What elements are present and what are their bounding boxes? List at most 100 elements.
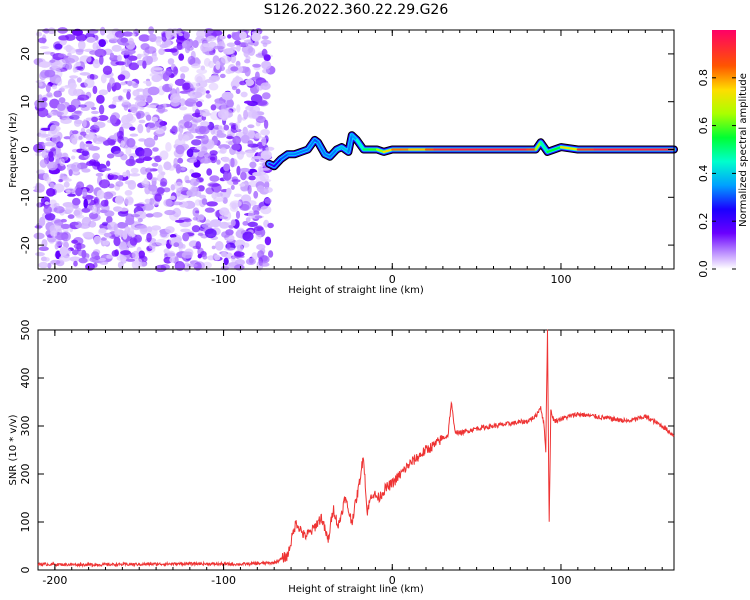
noise-speckle <box>124 196 134 206</box>
noise-speckle <box>178 53 185 61</box>
noise-speckle <box>99 260 109 265</box>
noise-speckle <box>92 85 98 95</box>
noise-speckle <box>142 203 154 211</box>
noise-speckle <box>240 200 252 211</box>
noise-speckle <box>118 95 123 101</box>
noise-speckle <box>103 232 112 237</box>
noise-speckle <box>73 243 86 250</box>
noise-speckle <box>180 167 186 171</box>
noise-speckle <box>65 203 74 214</box>
noise-speckle <box>37 107 49 118</box>
noise-speckle <box>134 210 147 220</box>
noise-speckle <box>120 250 131 256</box>
noise-speckle <box>172 207 182 218</box>
noise-speckle <box>108 174 119 180</box>
noise-speckle <box>114 30 125 38</box>
noise-speckle <box>128 37 134 45</box>
noise-speckle <box>239 183 246 187</box>
noise-speckle <box>93 235 102 245</box>
noise-speckle <box>254 215 263 219</box>
noise-speckle <box>186 189 198 197</box>
noise-speckle <box>53 90 62 98</box>
noise-speckle <box>244 59 251 64</box>
noise-speckle <box>98 39 106 48</box>
noise-speckle <box>185 179 191 184</box>
noise-speckle <box>91 110 99 115</box>
noise-speckle <box>115 61 127 66</box>
noise-speckle <box>157 164 163 174</box>
noise-speckle <box>127 180 137 190</box>
noise-speckle <box>72 28 83 36</box>
noise-speckle <box>55 232 67 241</box>
y-tick-label: 20 <box>19 47 32 61</box>
noise-speckle <box>146 232 152 243</box>
noise-speckle <box>140 166 148 175</box>
noise-speckle <box>182 82 191 90</box>
noise-speckle <box>191 172 201 178</box>
noise-speckle <box>137 218 143 223</box>
noise-speckle <box>209 150 218 156</box>
noise-speckle <box>138 138 147 142</box>
noise-speckle <box>196 86 207 96</box>
noise-speckle <box>129 237 138 246</box>
noise-speckle <box>149 73 156 77</box>
noise-speckle <box>148 33 157 43</box>
noise-speckle <box>191 149 200 153</box>
noise-speckle <box>75 61 81 67</box>
noise-speckle <box>35 252 45 257</box>
noise-speckle <box>186 97 199 103</box>
noise-speckle <box>209 175 220 182</box>
noise-speckle <box>96 189 105 200</box>
y-tick-label: 200 <box>19 464 32 485</box>
noise-speckle <box>36 169 45 175</box>
noise-speckle <box>165 226 175 234</box>
noise-speckle <box>261 48 268 57</box>
noise-speckle <box>251 135 264 139</box>
noise-speckle <box>85 144 94 148</box>
x-tick-label: 100 <box>550 273 571 286</box>
noise-speckle <box>163 248 170 254</box>
signal-segment <box>273 158 282 168</box>
noise-speckle <box>46 176 52 185</box>
noise-speckle <box>197 214 205 221</box>
noise-speckle <box>56 141 64 149</box>
noise-speckle <box>206 201 218 207</box>
noise-speckle <box>146 56 154 64</box>
noise-speckle <box>65 44 72 53</box>
noise-speckle <box>78 40 86 50</box>
noise-speckle <box>242 242 250 248</box>
signal-segment <box>559 146 579 151</box>
noise-speckle <box>230 54 237 64</box>
noise-speckle <box>239 167 250 173</box>
noise-speckle <box>78 257 88 264</box>
noise-speckle <box>121 65 126 74</box>
noise-speckle <box>70 221 79 226</box>
noise-speckle <box>122 88 129 93</box>
noise-speckle <box>195 241 202 250</box>
noise-speckle <box>40 101 48 108</box>
noise-speckle <box>178 132 184 141</box>
noise-speckle <box>146 172 153 180</box>
y-tick-label: -20 <box>19 236 32 254</box>
signal-segment <box>347 134 353 153</box>
noise-speckle <box>120 50 130 56</box>
noise-speckle <box>114 195 124 205</box>
noise-speckle <box>71 239 78 244</box>
noise-speckle <box>72 197 81 206</box>
noise-speckle <box>192 40 199 48</box>
noise-speckle <box>118 241 127 250</box>
noise-speckle <box>152 212 163 218</box>
noise-speckle <box>57 53 67 58</box>
noise-speckle <box>233 193 242 198</box>
noise-speckle <box>101 237 107 241</box>
noise-speckle <box>46 188 56 197</box>
signal-segment <box>340 146 350 153</box>
noise-speckle <box>100 199 109 207</box>
noise-speckle <box>174 181 184 191</box>
noise-speckle <box>74 119 84 125</box>
noise-speckle <box>216 159 221 165</box>
noise-speckle <box>223 124 230 131</box>
noise-speckle <box>204 47 214 52</box>
signal-segment <box>328 148 338 158</box>
noise-speckle <box>247 47 256 56</box>
